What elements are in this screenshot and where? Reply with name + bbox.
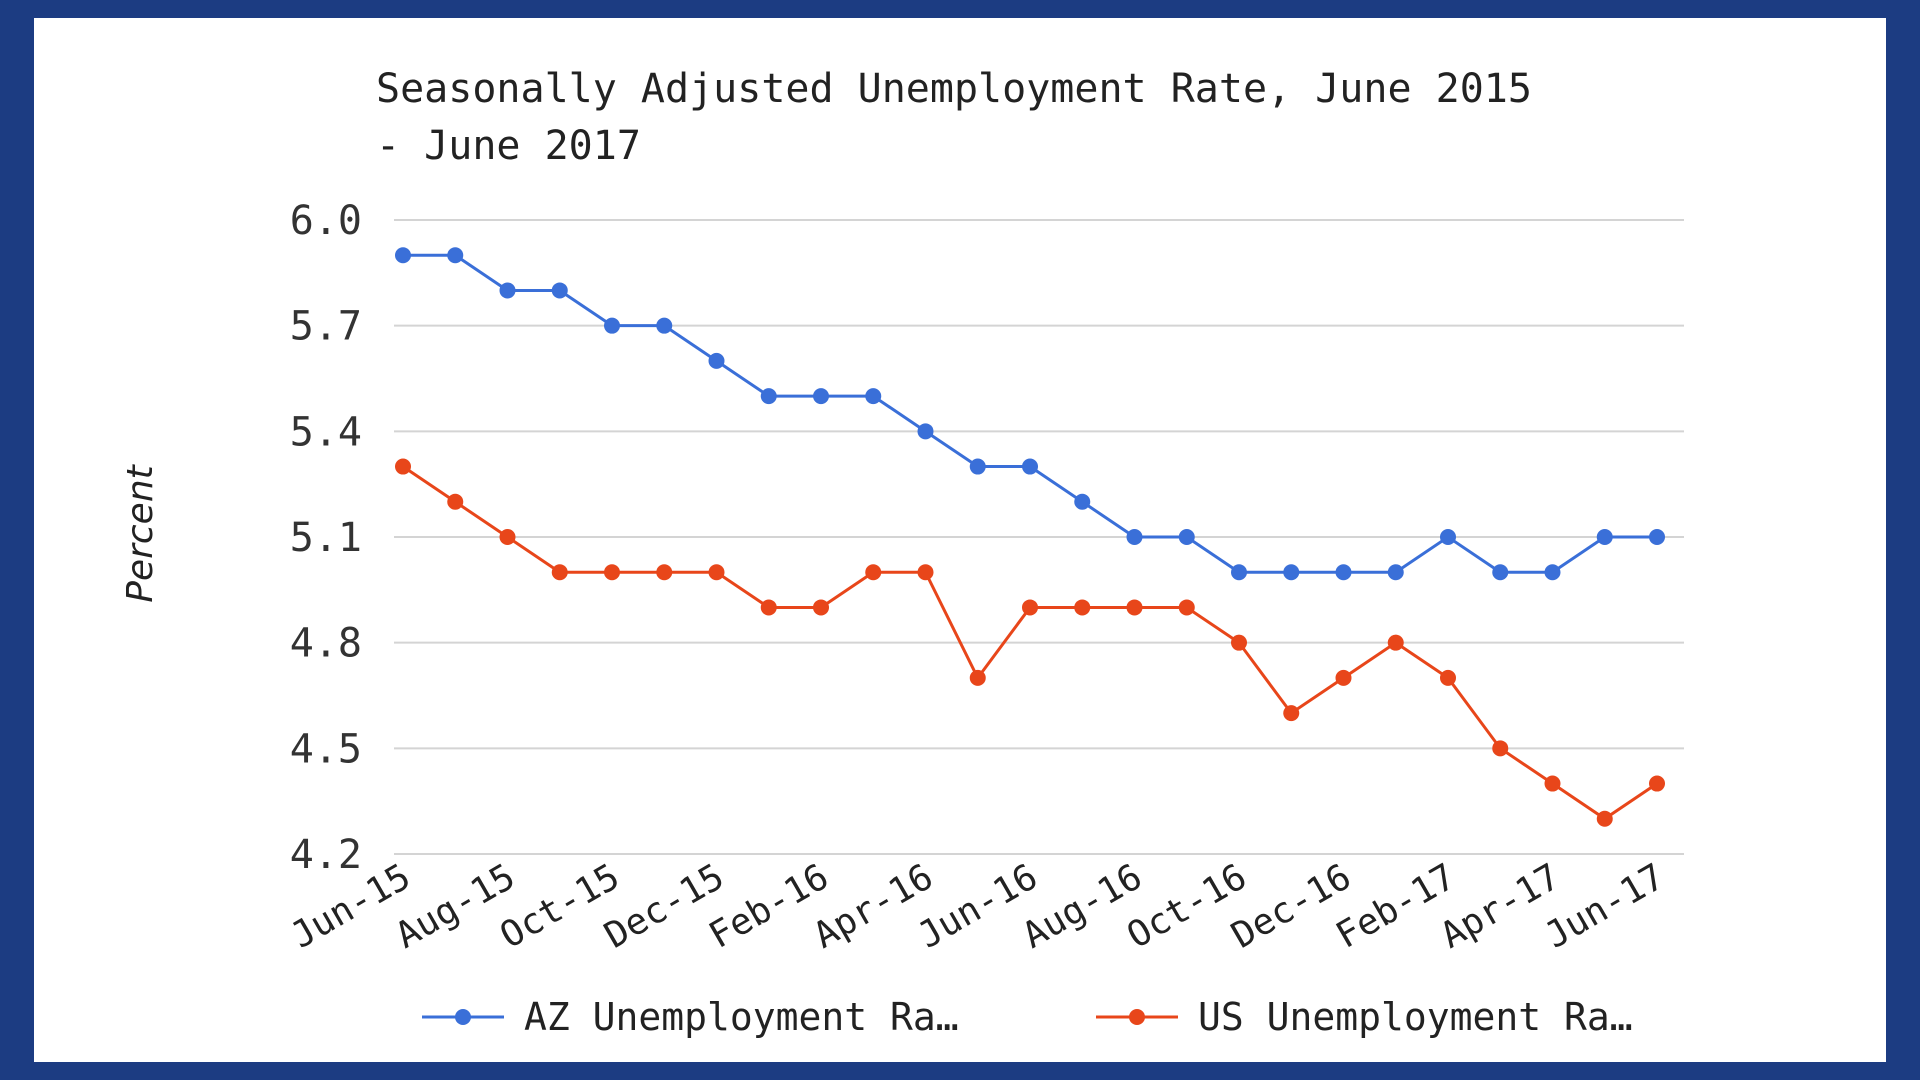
x-tick-label: Apr-16 bbox=[807, 856, 940, 957]
data-point[interactable] bbox=[1492, 740, 1509, 757]
data-point[interactable] bbox=[1440, 669, 1456, 686]
chart-title-line-2: - June 2017 bbox=[376, 123, 641, 169]
x-tick-label: Jun-17 bbox=[1538, 856, 1671, 957]
data-point[interactable] bbox=[1492, 564, 1509, 581]
x-tick-label: Apr-17 bbox=[1434, 856, 1567, 957]
legend-marker bbox=[1129, 1009, 1145, 1025]
data-point[interactable] bbox=[1178, 599, 1195, 616]
y-tick-label: 5.4 bbox=[290, 409, 362, 455]
y-tick-label: 4.5 bbox=[290, 726, 362, 772]
y-tick-label: 4.8 bbox=[290, 621, 362, 667]
legend: AZ Unemployment Ra… US Unemployment Ra… bbox=[422, 995, 1633, 1039]
data-point[interactable] bbox=[969, 669, 986, 686]
data-point[interactable] bbox=[1074, 599, 1091, 616]
data-point[interactable] bbox=[551, 564, 568, 581]
data-point[interactable] bbox=[447, 247, 464, 264]
data-point[interactable] bbox=[395, 247, 411, 264]
legend-label: AZ Unemployment Ra… bbox=[524, 995, 959, 1039]
data-point[interactable] bbox=[1649, 775, 1665, 792]
chart-title-line-1: Seasonally Adjusted Unemployment Rate, J… bbox=[376, 66, 1532, 112]
series-line bbox=[403, 253, 1657, 574]
x-tick-label: Feb-17 bbox=[1329, 856, 1462, 957]
data-point[interactable] bbox=[760, 599, 777, 616]
series-0 bbox=[395, 247, 1665, 581]
data-point[interactable] bbox=[1544, 775, 1561, 792]
x-tick-label: Jun-16 bbox=[911, 856, 1044, 957]
data-point[interactable] bbox=[1283, 705, 1300, 722]
y-tick-label: 4.2 bbox=[290, 832, 362, 878]
y-tick-label: 5.1 bbox=[290, 515, 362, 561]
data-point[interactable] bbox=[1231, 564, 1247, 581]
y-axis-label: Percent bbox=[120, 463, 161, 602]
data-point[interactable] bbox=[499, 282, 516, 299]
data-point[interactable] bbox=[813, 599, 829, 616]
x-tick-label: Oct-15 bbox=[493, 856, 626, 957]
series-1 bbox=[395, 458, 1665, 827]
data-point[interactable] bbox=[1544, 564, 1561, 581]
x-tick-label: Aug-15 bbox=[389, 856, 522, 957]
legend-item-0[interactable]: AZ Unemployment Ra… bbox=[422, 995, 959, 1039]
data-point[interactable] bbox=[813, 388, 829, 405]
data-point[interactable] bbox=[604, 317, 620, 334]
y-axis-ticks: 6.0 5.7 5.4 5.1 4.8 4.5 4.2 bbox=[290, 198, 362, 878]
data-point[interactable] bbox=[865, 388, 882, 405]
data-point[interactable] bbox=[551, 282, 568, 299]
data-point[interactable] bbox=[969, 458, 986, 475]
data-point[interactable] bbox=[1596, 529, 1613, 545]
data-point[interactable] bbox=[1335, 564, 1352, 581]
y-tick-label: 5.7 bbox=[290, 304, 362, 350]
data-point[interactable] bbox=[1596, 810, 1613, 827]
data-point[interactable] bbox=[865, 564, 882, 581]
gridlines bbox=[394, 219, 1684, 855]
x-tick-label: Feb-16 bbox=[702, 856, 835, 957]
data-point[interactable] bbox=[656, 317, 673, 334]
data-point[interactable] bbox=[760, 388, 777, 405]
data-point[interactable] bbox=[1126, 599, 1143, 616]
legend-marker bbox=[455, 1009, 471, 1025]
data-point[interactable] bbox=[1126, 529, 1143, 545]
data-point[interactable] bbox=[1335, 669, 1352, 686]
data-point[interactable] bbox=[708, 352, 725, 369]
legend-item-1[interactable]: US Unemployment Ra… bbox=[1096, 995, 1633, 1039]
x-tick-label: Dec-15 bbox=[598, 856, 731, 957]
x-tick-label: Oct-16 bbox=[1120, 856, 1253, 957]
data-point[interactable] bbox=[708, 564, 725, 581]
data-point[interactable] bbox=[447, 493, 464, 510]
data-point[interactable] bbox=[1387, 634, 1404, 651]
x-axis-ticks: Jun-15Aug-15Oct-15Dec-15Feb-16Apr-16Jun-… bbox=[284, 856, 1671, 957]
data-point[interactable] bbox=[1387, 564, 1404, 581]
data-point[interactable] bbox=[604, 564, 620, 581]
data-point[interactable] bbox=[1440, 529, 1456, 545]
data-point[interactable] bbox=[395, 458, 411, 475]
data-point[interactable] bbox=[1178, 529, 1195, 545]
data-point[interactable] bbox=[917, 564, 934, 581]
x-tick-label: Aug-16 bbox=[1016, 856, 1149, 957]
legend-label: US Unemployment Ra… bbox=[1198, 995, 1633, 1039]
data-point[interactable] bbox=[1022, 599, 1038, 616]
data-point[interactable] bbox=[1231, 634, 1247, 651]
chart-card: Seasonally Adjusted Unemployment Rate, J… bbox=[34, 18, 1886, 1062]
data-point[interactable] bbox=[1022, 458, 1038, 475]
y-tick-label: 6.0 bbox=[290, 198, 362, 244]
data-point[interactable] bbox=[1074, 493, 1091, 510]
data-point[interactable] bbox=[656, 564, 673, 581]
data-point[interactable] bbox=[1649, 529, 1665, 545]
series-layer bbox=[395, 247, 1665, 827]
data-point[interactable] bbox=[499, 529, 516, 545]
data-point[interactable] bbox=[1283, 564, 1300, 581]
data-point[interactable] bbox=[917, 423, 934, 440]
x-tick-label: Dec-16 bbox=[1225, 856, 1358, 957]
line-chart: Seasonally Adjusted Unemployment Rate, J… bbox=[120, 66, 1684, 1039]
